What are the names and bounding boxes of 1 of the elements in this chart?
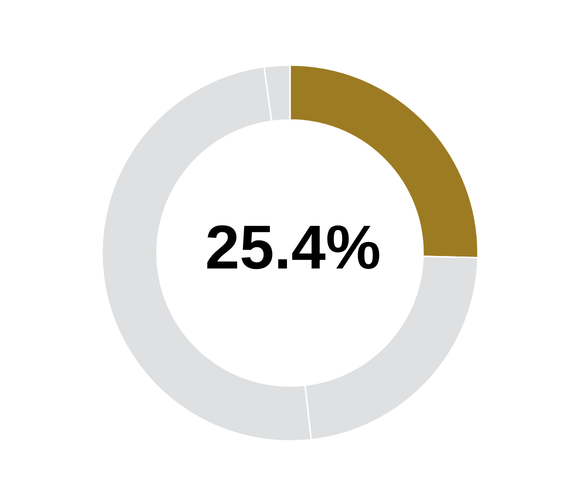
text: 25.4% [205, 214, 381, 282]
